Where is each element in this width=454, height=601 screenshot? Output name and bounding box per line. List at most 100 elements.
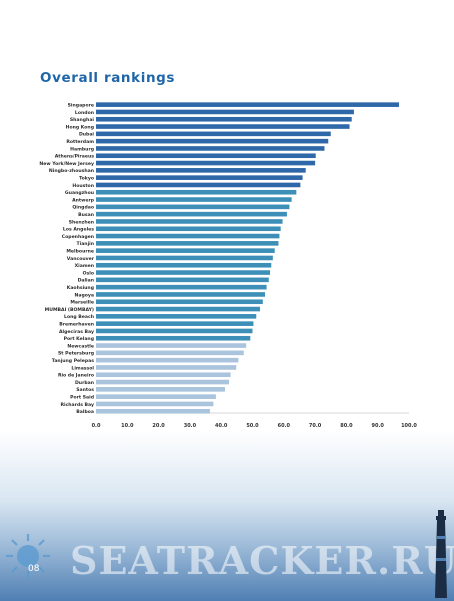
category-label: Dubai xyxy=(79,132,94,138)
category-label: Long Beach xyxy=(64,314,94,320)
x-tick-label: 70.0 xyxy=(309,423,322,429)
category-label: Tanjung Pelepas xyxy=(52,358,94,364)
category-label: Xiamen xyxy=(75,263,94,269)
bar xyxy=(96,321,254,326)
bar xyxy=(96,284,267,290)
bar xyxy=(96,292,266,297)
bar xyxy=(96,408,210,414)
bar xyxy=(96,102,399,107)
bar xyxy=(96,241,279,246)
category-label: Shanghai xyxy=(70,117,95,123)
category-label: Santos xyxy=(76,387,94,393)
bar xyxy=(96,350,244,356)
x-tick-label: 80.0 xyxy=(340,423,353,429)
bar xyxy=(96,197,292,202)
bar xyxy=(96,372,231,378)
x-tick-label: 90.0 xyxy=(372,423,385,429)
bar xyxy=(96,138,329,144)
bar xyxy=(96,365,237,370)
category-label: Vancouver xyxy=(67,256,95,262)
bar xyxy=(96,299,263,305)
bar xyxy=(96,160,316,166)
category-label: Houston xyxy=(72,183,94,189)
category-label: Bremerhaven xyxy=(59,321,94,327)
category-label: London xyxy=(75,110,94,116)
bar xyxy=(96,189,297,195)
category-label: Limassol xyxy=(71,365,94,371)
page-title: Overall rankings xyxy=(40,70,176,86)
category-label: MUMBAI (BOMBAY) xyxy=(45,307,94,313)
bar xyxy=(96,124,350,129)
bar xyxy=(96,109,354,115)
category-label: Dalian xyxy=(78,278,94,284)
bars-group xyxy=(96,102,399,414)
bar xyxy=(96,182,301,188)
bar xyxy=(96,131,331,137)
bar xyxy=(96,270,271,275)
category-label: Copenhagen xyxy=(62,234,94,240)
bar xyxy=(96,233,280,239)
bar xyxy=(96,306,261,312)
category-label: Rotterdam xyxy=(66,139,94,145)
category-label: Port Kelang xyxy=(64,336,94,342)
lighthouse-icon xyxy=(435,510,447,598)
bar xyxy=(96,175,303,180)
category-label: Oslo xyxy=(83,270,94,276)
category-label: Tokyo xyxy=(79,175,94,181)
bar xyxy=(96,168,306,173)
category-label: Algeciras Bay xyxy=(59,329,94,335)
category-label: Antwerp xyxy=(72,197,95,203)
category-label: New York/New Jersey xyxy=(39,161,94,167)
category-label: Qingdao xyxy=(72,205,94,211)
bar xyxy=(96,226,281,232)
category-label: Kaohsiung xyxy=(67,285,94,291)
category-label: Tianjin xyxy=(77,241,95,247)
bar xyxy=(96,262,272,268)
bar xyxy=(96,204,290,210)
x-tick-label: 60.0 xyxy=(278,423,291,429)
bar xyxy=(96,248,275,253)
watermark-text: SEATRACKER.RU xyxy=(70,538,454,583)
bar xyxy=(96,343,247,348)
bar xyxy=(96,255,273,261)
bar xyxy=(96,211,287,217)
bar xyxy=(96,277,269,283)
bar xyxy=(96,146,325,151)
category-label: Los Angeles xyxy=(63,227,94,233)
category-label: Rio de Janeiro xyxy=(58,373,94,379)
category-label: Singapore xyxy=(68,102,94,108)
category-label: Hamburg xyxy=(70,146,94,152)
category-label: Ningbo-zhoushan xyxy=(49,168,94,174)
category-label: Athens/Piraeus xyxy=(55,154,95,160)
page-number: 08 xyxy=(28,564,40,574)
category-label: Port Said xyxy=(70,394,94,400)
category-label: St Petersburg xyxy=(58,351,94,357)
category-label: Melbourne xyxy=(66,248,94,254)
bar xyxy=(96,401,214,407)
bar xyxy=(96,219,283,224)
category-label: Nagoya xyxy=(75,292,94,298)
bar xyxy=(96,335,251,341)
category-label: Richards Bay xyxy=(60,402,94,408)
x-tick-label: 30.0 xyxy=(184,423,197,429)
bar xyxy=(96,116,352,122)
bar xyxy=(96,357,239,363)
bar xyxy=(96,314,257,319)
x-tick-labels-group: 0.0 10.0 20.0 30.0 40.0 50.0 60.0 70.0 80.0 90.0 1… xyxy=(92,423,418,429)
category-label: Busan xyxy=(78,212,94,218)
category-label: Newcastle xyxy=(67,343,94,349)
bar xyxy=(96,379,230,385)
x-tick-label: 10.0 xyxy=(121,423,134,429)
category-label: Shenzhen xyxy=(69,219,94,225)
bar xyxy=(96,394,216,399)
x-tick-label: 20.0 xyxy=(152,423,165,429)
x-tick-label: 50.0 xyxy=(246,423,259,429)
bar xyxy=(96,153,316,159)
category-label: Hong Kong xyxy=(66,124,94,130)
x-tick-label: 40.0 xyxy=(215,423,228,429)
category-label: Guangzhou xyxy=(65,190,94,196)
bar xyxy=(96,328,253,334)
category-label: Balboa xyxy=(76,409,94,415)
